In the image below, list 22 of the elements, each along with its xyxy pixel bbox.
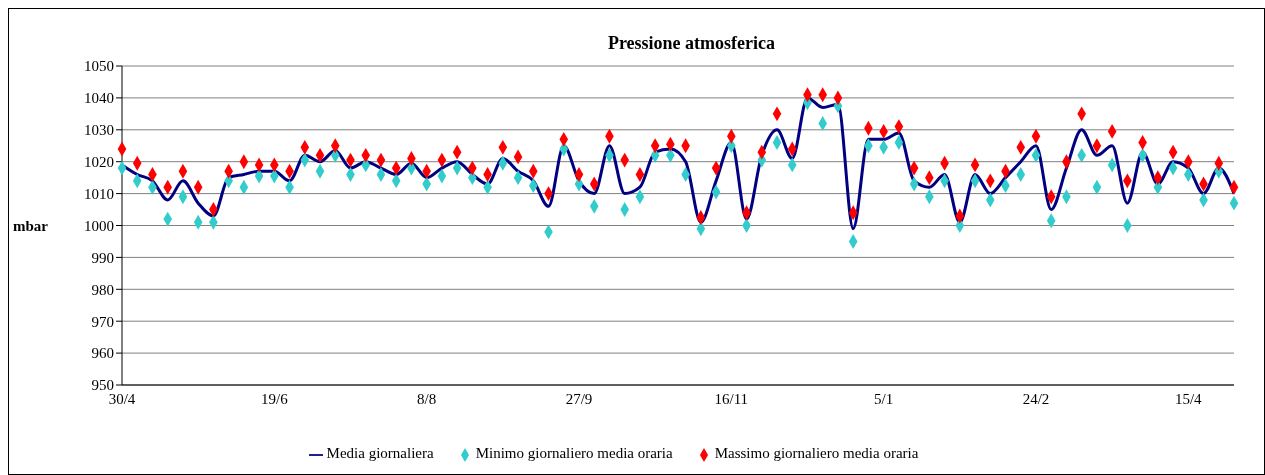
legend-label: Media giornaliera [326, 445, 434, 461]
y-tick-label: 1040 [84, 90, 114, 107]
x-tick-label: 5/1 [874, 390, 894, 407]
legend-label: Minimo giornaliero media oraria [475, 445, 673, 461]
chart-title: Pressione atmosferica [606, 33, 777, 54]
x-tick-label: 16/11 [714, 390, 749, 407]
y-axis-title: mbar [13, 217, 49, 234]
legend-label: Massimo giornaliero media oraria [714, 445, 919, 461]
x-tick-label: 19/6 [260, 390, 289, 407]
x-tick-label: 24/2 [1022, 390, 1050, 407]
x-tick-label: 15/4 [1174, 390, 1203, 407]
y-tick-label: 1010 [84, 185, 114, 202]
y-tick-label: 980 [91, 281, 114, 298]
y-tick-label: 970 [91, 313, 114, 330]
y-tick-label: 1020 [84, 154, 114, 171]
y-tick-label: 960 [91, 345, 114, 362]
x-tick-label: 27/9 [565, 390, 593, 407]
y-tick-label: 1000 [84, 217, 114, 234]
y-tick-label: 1050 [84, 58, 114, 75]
x-tick-label: 8/8 [417, 390, 437, 407]
y-tick-label: 1030 [84, 122, 114, 139]
y-tick-label: 990 [91, 249, 114, 266]
